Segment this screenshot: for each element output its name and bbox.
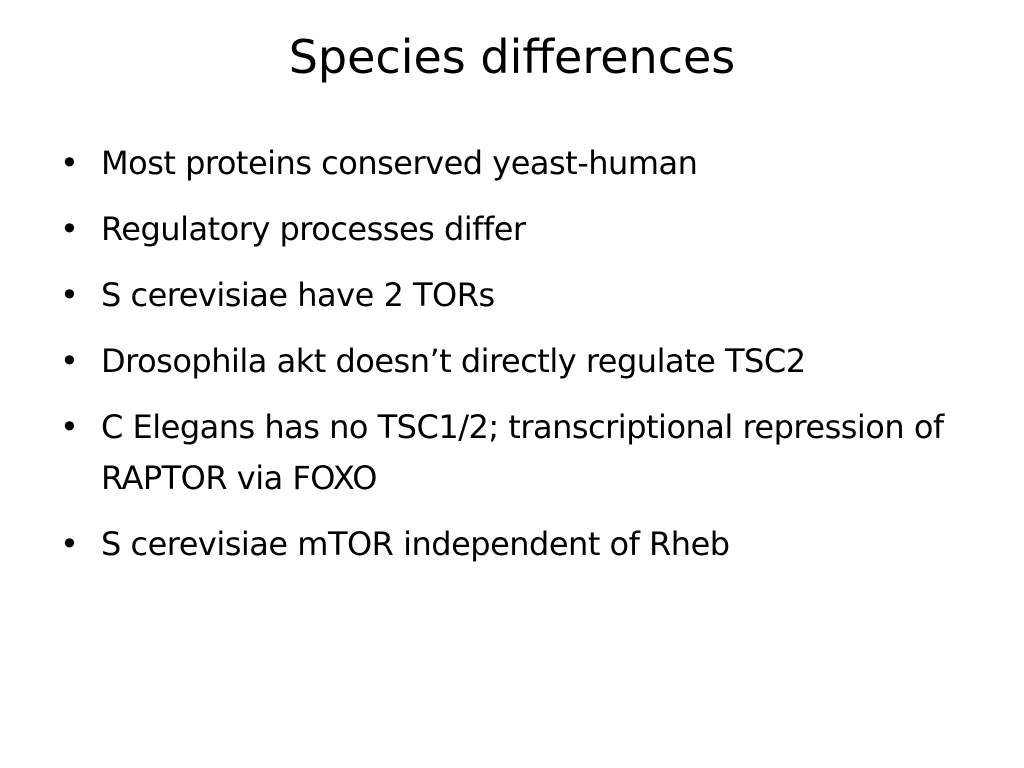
bullet: Drosophila akt doesn’t directly regulate… <box>60 336 960 387</box>
bullet: S cerevisiae have 2 TORs <box>60 270 960 321</box>
slide-title: Species differences <box>288 30 736 84</box>
bullet: Most proteins conserved yeast-human <box>60 138 960 189</box>
bullet: C Elegans has no TSC1/2; transcriptional… <box>60 402 960 504</box>
bullet: S cerevisiae mTOR independent of Rheb <box>60 519 960 570</box>
bullet-list: Most proteins conserved yeast-human Regul… <box>60 138 960 585</box>
bullet: Regulatory processes differ <box>60 204 960 255</box>
